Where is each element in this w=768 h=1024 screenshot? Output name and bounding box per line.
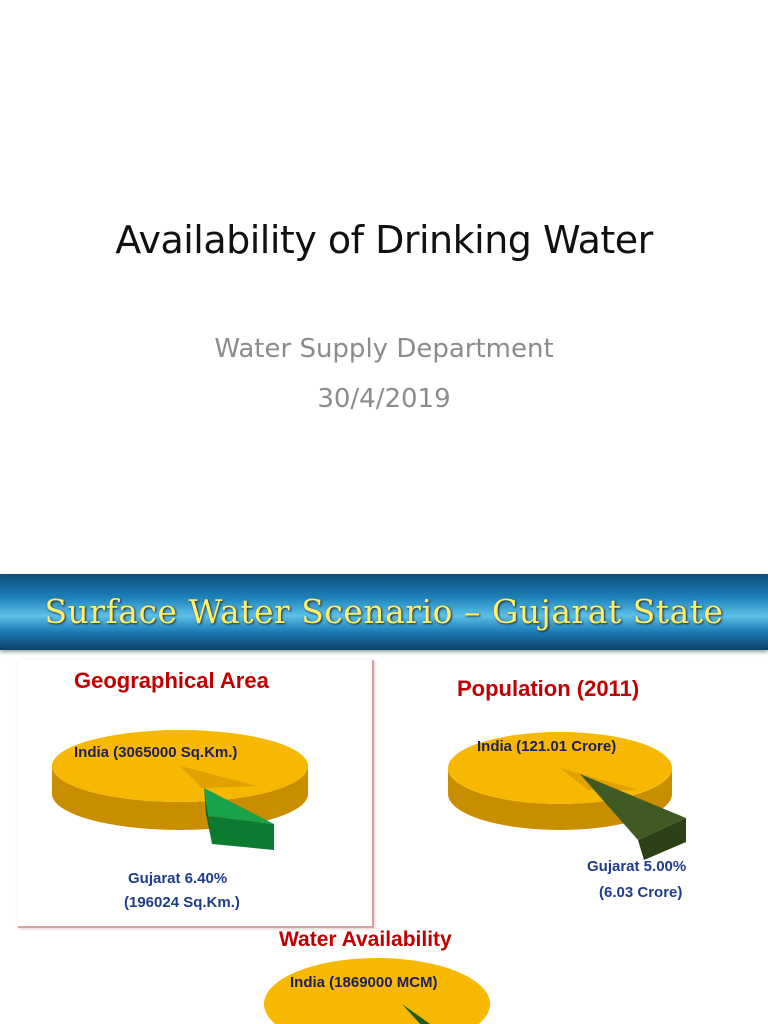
- water-availability-heading: Water Availability: [279, 928, 452, 951]
- population-pie: [448, 732, 686, 860]
- pie1-gujarat-slice-face: [204, 788, 212, 844]
- banner-title: Surface Water Scenario – Gujarat State: [44, 592, 724, 631]
- pie2-cut: [560, 768, 638, 790]
- scenario-slide: Surface Water Scenario – Gujarat State G…: [0, 560, 768, 1024]
- geographical-area-pie: [52, 730, 308, 850]
- geographical-area-panel-frame: [18, 660, 374, 928]
- water-availability-pie: [264, 958, 490, 1024]
- pie2-gujarat-slice-side: [638, 818, 686, 860]
- geographical-area-gujarat-pct: Gujarat 6.40%: [128, 870, 228, 887]
- banner: Surface Water Scenario – Gujarat State: [0, 574, 768, 650]
- water-availability-india-label: India (1869000 MCM): [290, 974, 438, 991]
- slide-title: Availability of Drinking Water: [115, 218, 653, 262]
- pie1-gujarat-slice-side: [208, 816, 274, 850]
- pie1-gujarat-slice-top: [204, 788, 274, 824]
- pie3-top: [264, 958, 490, 1024]
- population-gujarat-value: (6.03 Crore): [599, 884, 683, 901]
- pie2-gujarat-slice-top: [580, 774, 686, 840]
- population-india-label: India (121.01 Crore): [477, 738, 617, 755]
- population-heading: Population (2011): [457, 676, 640, 701]
- geographical-area-india-label: India (3065000 Sq.Km.): [74, 744, 238, 761]
- population-gujarat-pct: Gujarat 5.00%: [587, 858, 687, 875]
- geographical-area-heading: Geographical Area: [74, 668, 269, 693]
- pie3-gujarat-hint: [402, 1004, 430, 1024]
- pie1-cut: [180, 766, 258, 788]
- slide-subtitle-date: 30/4/2019: [317, 384, 451, 414]
- title-slide: Availability of Drinking Water Water Sup…: [115, 218, 654, 414]
- slide-subtitle-department: Water Supply Department: [214, 334, 554, 364]
- geographical-area-gujarat-value: (196024 Sq.Km.): [124, 894, 240, 911]
